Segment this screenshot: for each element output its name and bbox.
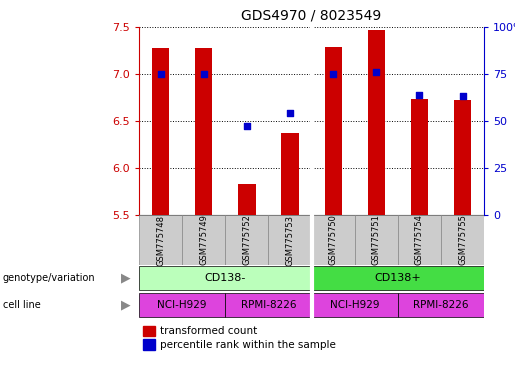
Point [372, 69, 381, 75]
Bar [368, 30, 385, 215]
Text: ▶: ▶ [122, 299, 131, 312]
Text: RPMI-8226: RPMI-8226 [413, 300, 469, 310]
Text: transformed count: transformed count [160, 326, 257, 336]
Text: GSM775749: GSM775749 [199, 215, 208, 265]
Bar [355, 215, 398, 265]
Text: NCI-H929: NCI-H929 [330, 300, 380, 310]
Title: GDS4970 / 8023549: GDS4970 / 8023549 [242, 9, 382, 23]
Point [415, 91, 423, 98]
Text: GSM775750: GSM775750 [329, 215, 338, 265]
Text: CD138+: CD138+ [374, 273, 421, 283]
Point [243, 122, 251, 129]
Bar [139, 293, 226, 317]
Point [200, 71, 208, 77]
Text: GSM775752: GSM775752 [243, 215, 251, 265]
Bar [143, 326, 154, 336]
Text: GSM775753: GSM775753 [285, 215, 295, 265]
Bar [139, 266, 312, 291]
Text: GSM775751: GSM775751 [372, 215, 381, 265]
Text: RPMI-8226: RPMI-8226 [241, 300, 296, 310]
Bar [139, 215, 182, 265]
Bar [268, 215, 311, 265]
Bar [143, 339, 154, 350]
Bar [313, 215, 355, 265]
Bar [226, 215, 268, 265]
Text: GSM775755: GSM775755 [458, 215, 467, 265]
Text: CD138-: CD138- [204, 273, 246, 283]
Text: cell line: cell line [3, 300, 40, 310]
Bar [398, 215, 441, 265]
Bar [195, 48, 212, 215]
Text: genotype/variation: genotype/variation [3, 273, 95, 283]
Bar [152, 48, 169, 215]
Text: GSM775748: GSM775748 [156, 215, 165, 265]
Bar [281, 133, 299, 215]
Text: ▶: ▶ [122, 272, 131, 285]
Bar [182, 215, 226, 265]
Bar [411, 99, 428, 215]
Bar [312, 266, 484, 291]
Bar [226, 293, 312, 317]
Point [329, 71, 337, 77]
Bar [441, 215, 484, 265]
Text: NCI-H929: NCI-H929 [158, 300, 207, 310]
Point [458, 93, 467, 99]
Text: percentile rank within the sample: percentile rank within the sample [160, 340, 336, 350]
Bar [238, 184, 255, 215]
Text: GSM775754: GSM775754 [415, 215, 424, 265]
Bar [324, 46, 342, 215]
Point [157, 71, 165, 77]
Bar [312, 293, 398, 317]
Bar [398, 293, 484, 317]
Bar [454, 100, 471, 215]
Point [286, 110, 294, 116]
